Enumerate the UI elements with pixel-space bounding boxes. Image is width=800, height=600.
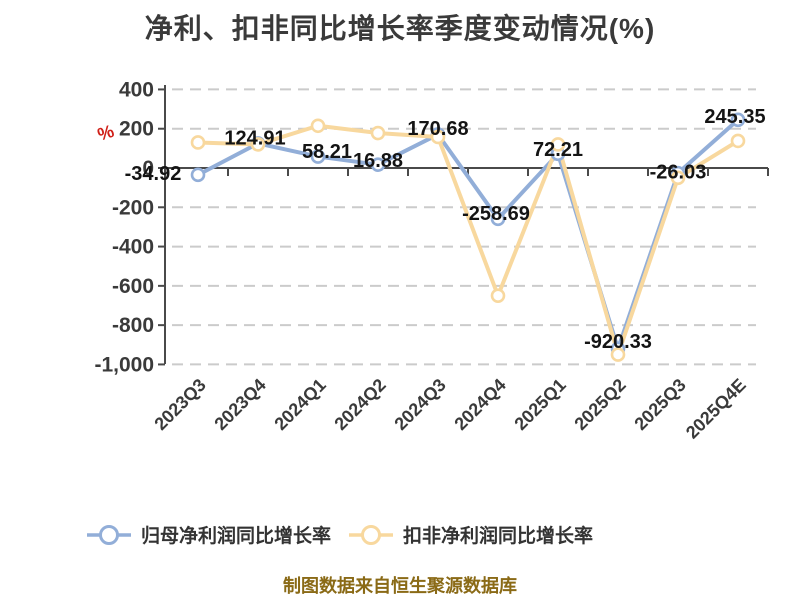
x-tick-label: 2025Q4E bbox=[682, 375, 750, 443]
data-point-marker-0 bbox=[490, 211, 506, 227]
x-tick-label: 2024Q1 bbox=[270, 375, 329, 434]
x-tick-label: 2023Q3 bbox=[150, 375, 209, 434]
data-point-marker-0 bbox=[310, 149, 326, 164]
data-point-label: 58.21 bbox=[302, 141, 352, 163]
y-tick-label: -200 bbox=[112, 196, 154, 219]
x-tick-label: 2025Q2 bbox=[570, 375, 629, 434]
data-point-marker-1 bbox=[310, 118, 326, 134]
data-point-label: 170.68 bbox=[407, 118, 468, 140]
data-point-label: 124.91 bbox=[224, 128, 285, 150]
y-tick-label: -1,000 bbox=[94, 353, 154, 376]
data-point-label: 16.88 bbox=[353, 150, 403, 172]
y-tick-label: -800 bbox=[112, 314, 154, 337]
data-point-marker-0 bbox=[190, 167, 206, 183]
legend-item-deducted-profit-growth[interactable]: 扣非净利润同比增长率 bbox=[348, 521, 593, 548]
x-tick-label: 2025Q1 bbox=[510, 375, 569, 434]
y-tick-label: 0 bbox=[142, 157, 154, 180]
data-point-marker-1 bbox=[670, 170, 686, 186]
legend-marker-net-profit-icon bbox=[87, 524, 131, 545]
data-point-label: -920.33 bbox=[584, 331, 652, 353]
data-point-marker-1 bbox=[370, 125, 386, 141]
data-point-label: -26.03 bbox=[650, 161, 707, 183]
y-axis-unit-label: % bbox=[95, 121, 116, 145]
data-point-marker-1 bbox=[250, 137, 266, 152]
data-source-note: 制图数据来自恒生聚源数据库 bbox=[283, 576, 517, 596]
data-point-marker-1 bbox=[490, 288, 506, 303]
x-tick-label: 2024Q2 bbox=[330, 375, 389, 434]
legend: 归母净利润同比增长率 扣非净利润同比增长率 bbox=[86, 521, 593, 548]
y-tick-label: 200 bbox=[119, 118, 154, 141]
data-point-marker-1 bbox=[730, 133, 746, 149]
legend-item-net-profit-growth[interactable]: 归母净利润同比增长率 bbox=[86, 521, 331, 548]
data-point-marker-1 bbox=[190, 135, 206, 150]
x-tick-label: 2024Q4 bbox=[450, 375, 509, 434]
y-tick-label: -600 bbox=[112, 275, 154, 298]
legend-label-net-profit-growth: 归母净利润同比增长率 bbox=[141, 526, 332, 547]
data-point-marker-1 bbox=[550, 137, 566, 152]
chart-title: 净利、扣非同比增长率季度变动情况(%) bbox=[144, 13, 656, 44]
data-point-label: 245.35 bbox=[704, 106, 765, 128]
data-point-marker-1 bbox=[610, 347, 626, 362]
y-tick-label: -400 bbox=[112, 236, 154, 259]
data-point-label: -34.92 bbox=[125, 163, 182, 185]
x-tick-label: 2024Q3 bbox=[390, 375, 449, 434]
x-tick-label: 2025Q3 bbox=[630, 375, 689, 434]
legend-marker-deducted-profit-icon bbox=[349, 524, 394, 545]
data-point-marker-0 bbox=[730, 112, 746, 128]
data-point-marker-0 bbox=[370, 157, 386, 172]
data-point-label: -258.69 bbox=[462, 203, 530, 225]
x-tick-label: 2023Q4 bbox=[210, 375, 269, 434]
data-point-marker-1 bbox=[430, 129, 446, 145]
series-line-1 bbox=[196, 123, 740, 357]
y-tick-label: 400 bbox=[119, 78, 154, 101]
data-point-label: 72.21 bbox=[533, 139, 583, 161]
legend-label-deducted-profit-growth: 扣非净利润同比增长率 bbox=[403, 526, 594, 547]
